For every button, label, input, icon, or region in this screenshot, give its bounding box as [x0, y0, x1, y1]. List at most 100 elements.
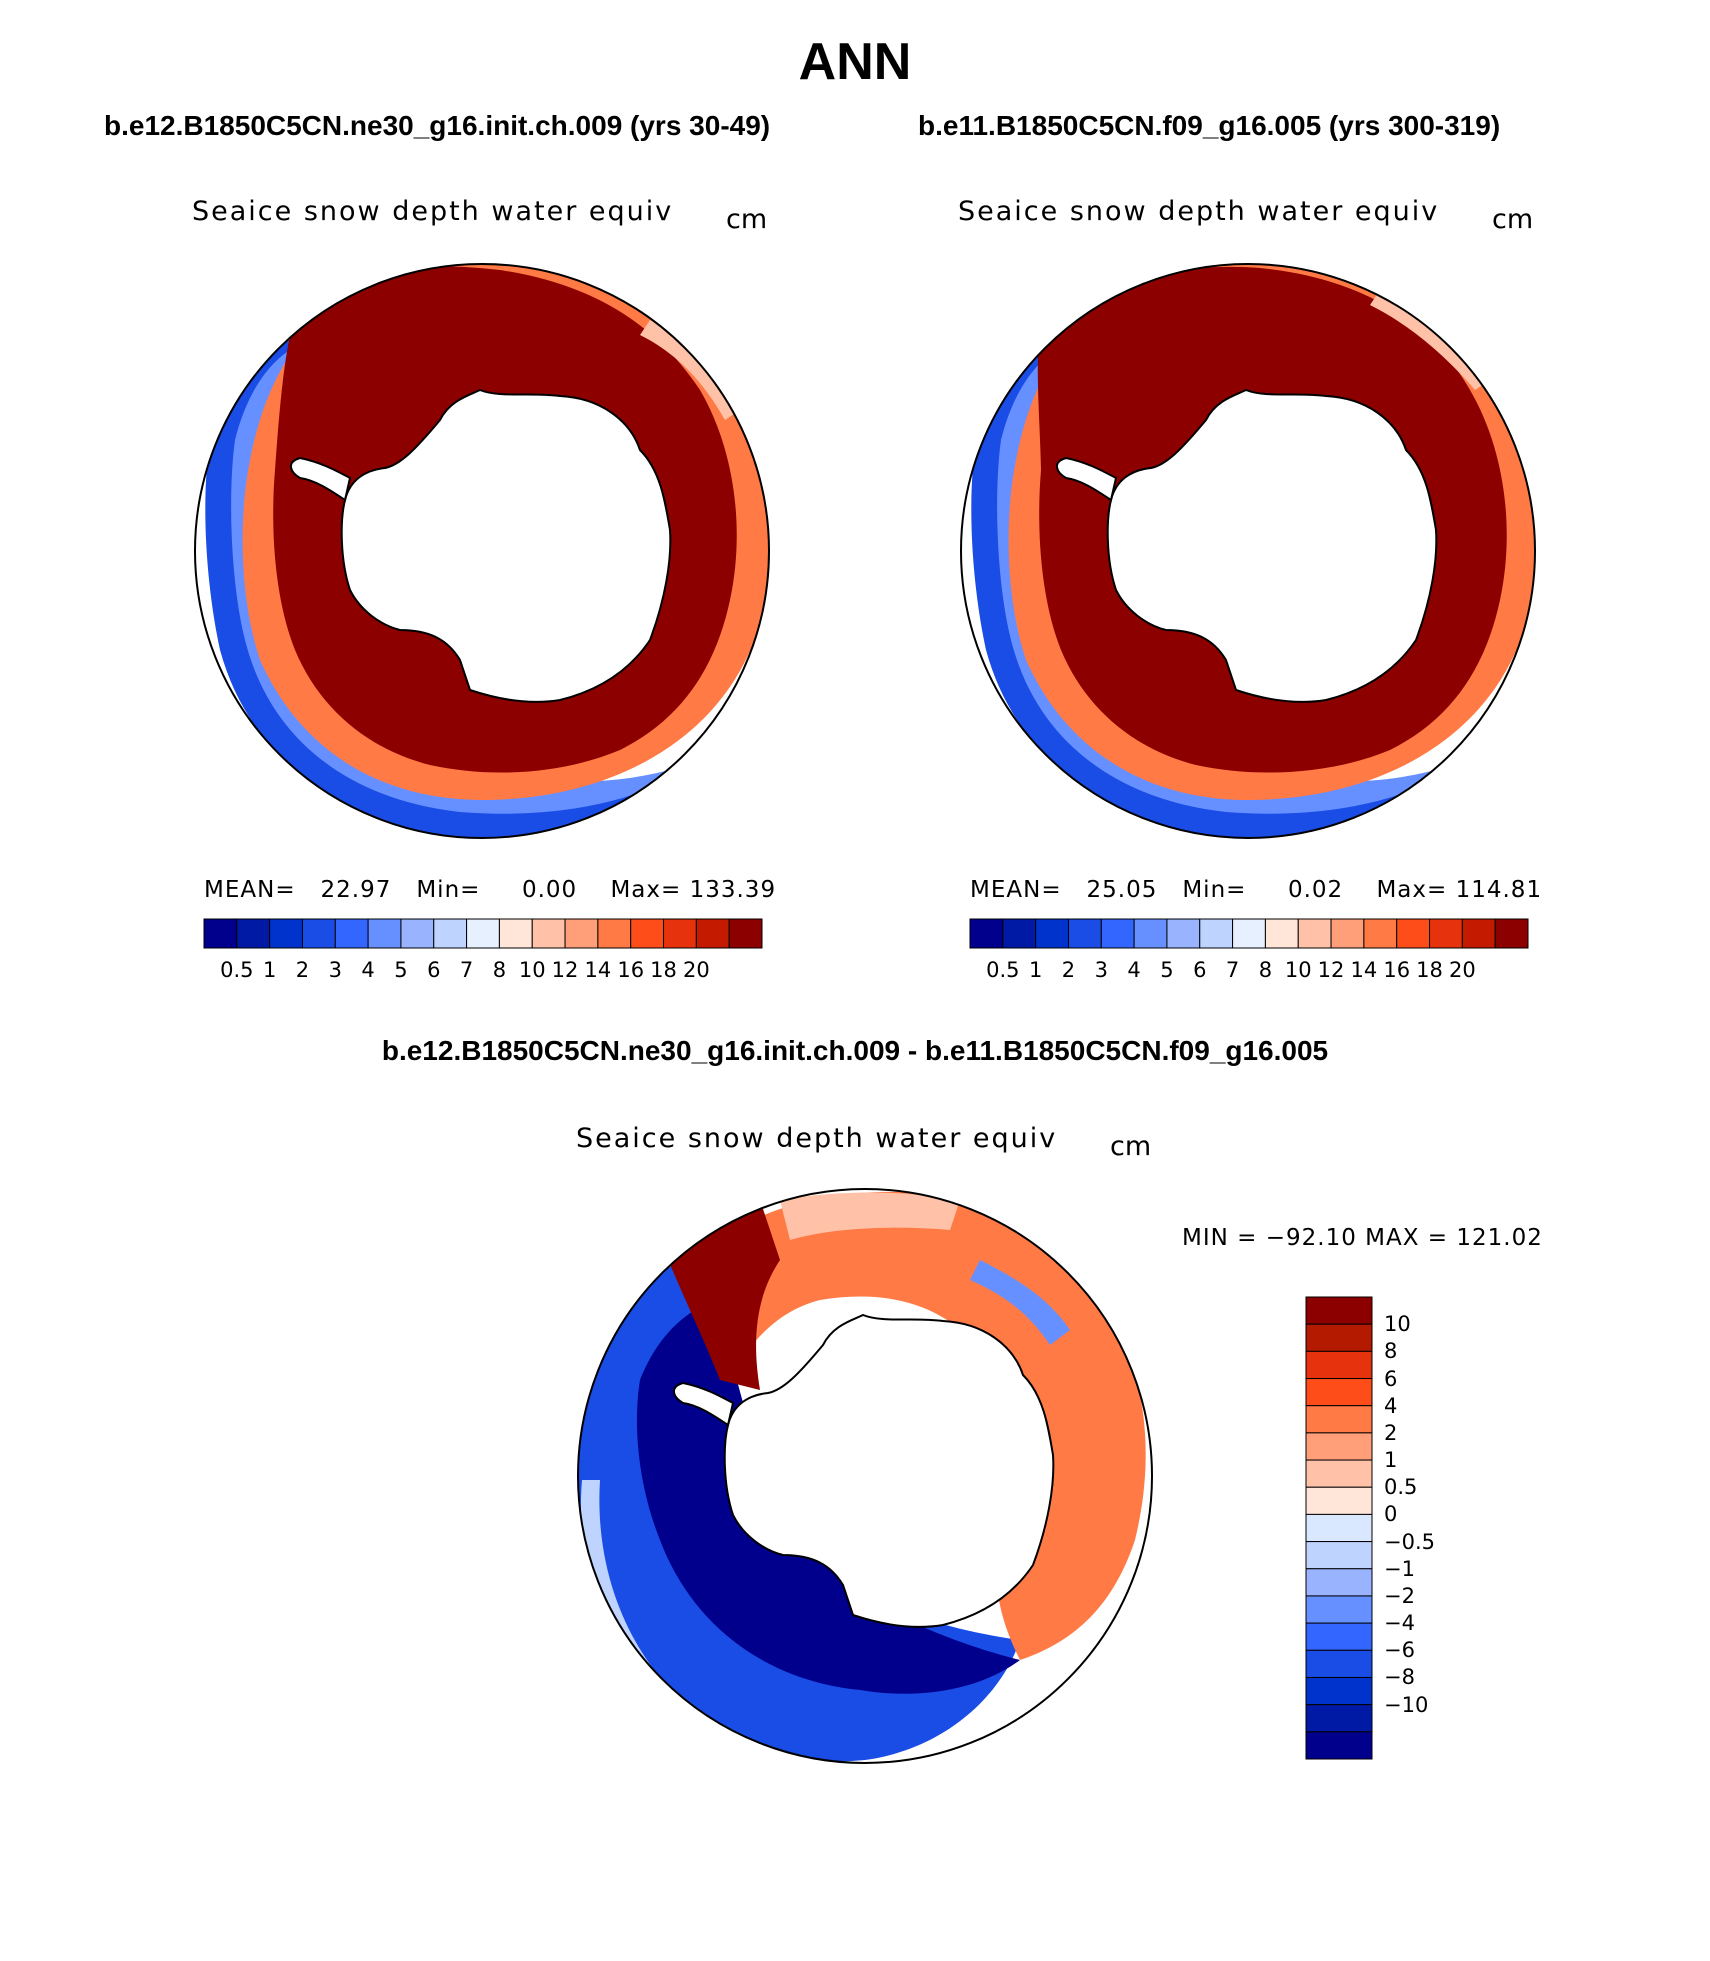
- max-value: 133.39: [689, 877, 777, 903]
- positive-diff-pale: [780, 1192, 960, 1240]
- main-title: ANN: [798, 33, 912, 91]
- mean-label: MEAN=: [204, 877, 296, 903]
- colorbar-swatch: [1429, 918, 1463, 949]
- colorbar-swatch: [663, 918, 697, 949]
- max-label: Max=: [1376, 877, 1448, 903]
- colorbar-swatch: [531, 918, 566, 949]
- difference-title: b.e12.B1850C5CN.ne30_g16.init.ch.009 - b…: [381, 1035, 1329, 1066]
- antarctica-landmass: [340, 388, 672, 703]
- colorbar-swatch: [1305, 1704, 1373, 1733]
- colorbar-swatch: [1100, 918, 1135, 949]
- colorbar-tick-label: 14: [584, 958, 612, 982]
- map-difference: [577, 1188, 1153, 1764]
- colorbar-tick-label: −0.5: [1384, 1529, 1435, 1554]
- antarctica-landmass: [723, 1313, 1055, 1628]
- colorbar-swatch: [367, 918, 402, 949]
- variable-label-right: Seaice snow depth water equiv: [958, 196, 1440, 227]
- colorbar-tick-label: −4: [1384, 1611, 1415, 1636]
- colorbar-swatch: [1305, 1731, 1373, 1760]
- colorbar-swatch: [695, 918, 730, 949]
- colorbar-swatch: [1305, 1676, 1373, 1706]
- antarctica-landmass: [1106, 388, 1438, 703]
- colorbar-tick-label: 1: [1384, 1448, 1398, 1473]
- case-title-right: b.e11.B1850C5CN.f09_g16.005 (yrs 300-319…: [918, 110, 1501, 141]
- colorbar-swatch: [728, 918, 763, 949]
- colorbar-swatch: [1305, 1595, 1373, 1624]
- colorbar-swatch: [1494, 918, 1529, 949]
- colorbar-swatch: [1002, 918, 1037, 949]
- colorbar-swatch: [1305, 1568, 1373, 1597]
- colorbar-tick-label: 4: [1384, 1393, 1398, 1418]
- min-label: Min=: [416, 877, 481, 903]
- colorbar-tick-label: 0.5: [986, 958, 1020, 982]
- colorbar-swatch: [630, 918, 665, 949]
- colorbar-tick-label: −10: [1384, 1692, 1429, 1717]
- colorbar-tick-label: 0.5: [220, 958, 254, 982]
- units-label-left: cm: [726, 204, 768, 235]
- units-label-diff: cm: [1110, 1131, 1152, 1162]
- colorbar-swatch: [1305, 1323, 1373, 1352]
- colorbar-tick-label: 6: [427, 958, 441, 982]
- colorbar-tick-label: 3: [328, 958, 342, 982]
- diff-minmax: MIN = −92.10 MAX = 121.02: [1182, 1225, 1543, 1251]
- stats-left: MEAN= 22.97 Min= 0.00 Max= 133.39: [204, 877, 776, 903]
- colorbar-swatch: [1305, 1541, 1373, 1570]
- pale-patch: [640, 320, 740, 420]
- colorbar-tick-label: 7: [459, 958, 474, 982]
- colorbar-tick-label: 10: [518, 958, 546, 982]
- colorbar-swatch: [969, 918, 1004, 949]
- colorbar-difference: [1305, 1296, 1373, 1760]
- colorbar-tick-label: 16: [1383, 958, 1411, 982]
- colorbar-swatch: [1305, 1432, 1373, 1461]
- map-left: [194, 263, 770, 839]
- min-value: 0.00: [521, 877, 578, 903]
- colorbar-swatch: [1305, 1513, 1373, 1543]
- pale-patch: [1370, 290, 1490, 390]
- min-label: Min=: [1182, 877, 1247, 903]
- colorbar-tick-label: 1: [1028, 958, 1043, 982]
- colorbar-tick-label: 12: [1317, 958, 1345, 982]
- colorbar-swatch: [433, 918, 468, 949]
- colorbar-tick-label: 8: [1384, 1339, 1398, 1364]
- colorbar-tick-label: 2: [1384, 1420, 1398, 1445]
- colorbar-swatch: [1363, 918, 1398, 949]
- colorbar-swatch: [1035, 918, 1069, 949]
- colorbar-swatch: [1232, 918, 1266, 949]
- colorbar-swatch: [564, 918, 599, 949]
- colorbar-swatch: [1305, 1296, 1373, 1325]
- colorbar-swatch: [466, 918, 500, 949]
- colorbar-tick-label: 5: [1160, 958, 1174, 982]
- colorbar-swatch: [1305, 1622, 1373, 1651]
- colorbar-swatch: [1305, 1486, 1373, 1515]
- colorbar-tick-label: 1: [262, 958, 277, 982]
- colorbar-tick-label: 2: [1061, 958, 1076, 982]
- colorbar-tick-label: 8: [1258, 958, 1273, 982]
- colorbar-swatch: [597, 918, 632, 949]
- colorbar-swatch: [334, 918, 369, 949]
- colorbar-swatch: [1396, 918, 1431, 949]
- colorbar-swatch: [1305, 1350, 1373, 1380]
- colorbar-swatch: [400, 918, 435, 949]
- colorbar-tick-label: 8: [492, 958, 507, 982]
- map-border: [960, 263, 1536, 839]
- units-label-right: cm: [1492, 204, 1534, 235]
- colorbar-tick-label: 2: [295, 958, 310, 982]
- colorbar-tick-label: 10: [1384, 1312, 1411, 1337]
- min-value: 0.02: [1287, 877, 1344, 903]
- max-label: Max=: [610, 877, 682, 903]
- colorbar-tick-label: 14: [1350, 958, 1378, 982]
- colorbar-left: [203, 918, 763, 949]
- colorbar-tick-label: 20: [1448, 958, 1476, 982]
- colorbar-tick-label: −1: [1384, 1556, 1415, 1581]
- colorbar-tick-label: 10: [1284, 958, 1312, 982]
- colorbar-swatch: [1305, 1649, 1373, 1678]
- variable-label-diff: Seaice snow depth water equiv: [576, 1123, 1058, 1154]
- colorbar-swatch: [1305, 1459, 1373, 1488]
- colorbar-swatch: [1305, 1405, 1373, 1434]
- colorbar-tick-label: 18: [650, 958, 677, 982]
- colorbar-swatch: [203, 918, 238, 949]
- colorbar-swatch: [1166, 918, 1201, 949]
- colorbar-swatch: [236, 918, 271, 949]
- negative-diff-navy: [636, 1300, 1020, 1694]
- colorbar-swatch: [1264, 918, 1299, 949]
